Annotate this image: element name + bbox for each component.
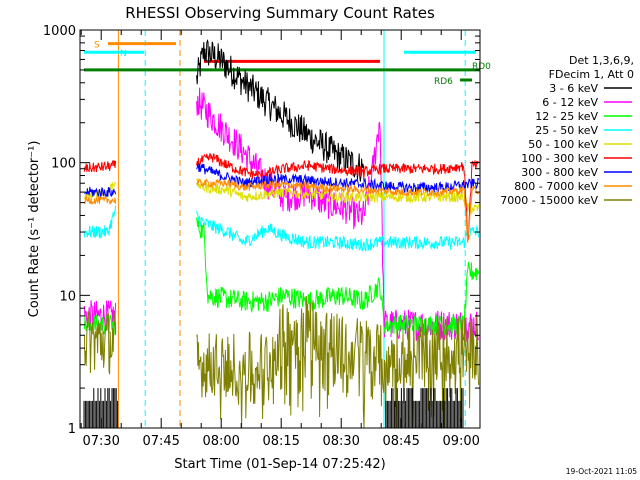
y-axis-label: Count Rate (s⁻¹ detector⁻¹) [27, 141, 42, 318]
x-tick-label-5: 08:45 [382, 434, 419, 449]
annotation-label-3: RD6 [434, 77, 453, 87]
series-line-0-late-counts [385, 388, 464, 428]
series-line-7 [83, 177, 480, 243]
series-line-0 [196, 39, 365, 182]
x-tick-label-6: 09:00 [442, 434, 479, 449]
x-tick-label-2: 08:00 [202, 434, 239, 449]
legend-label-1: 6 - 12 keV [542, 96, 598, 109]
legend-label-5: 100 - 300 keV [521, 152, 598, 165]
series-line-0-early-counts [83, 388, 119, 428]
y-tick-label-0: 1 [68, 422, 76, 437]
legend-label-0: 3 - 6 keV [549, 82, 598, 95]
annotation-label-0: S [94, 41, 100, 51]
annotation-label-2: RD0 [472, 62, 491, 72]
x-tick-label-1: 07:45 [142, 434, 179, 449]
x-tick-label-0: 07:30 [82, 434, 119, 449]
legend-label-8: 7000 - 15000 keV [500, 194, 598, 207]
legend-label-4: 50 - 100 keV [528, 138, 598, 151]
series-line-6 [84, 163, 480, 199]
legend-header-1: FDecim 1, Att 0 [549, 68, 634, 81]
chart-title: RHESSI Observing Summary Count Rates [125, 4, 435, 22]
x-tick-label-3: 08:15 [262, 434, 299, 449]
legend-label-6: 300 - 800 keV [521, 166, 598, 179]
legend-header-0: Det 1,3,6,9, [569, 54, 634, 67]
y-tick-label-3: 1000 [43, 24, 76, 39]
x-tick-label-4: 08:30 [322, 434, 359, 449]
y-tick-label-2: 100 [51, 157, 76, 172]
plot-frame [79, 29, 481, 429]
annotation-label-1: N [120, 49, 127, 59]
series-line-8 [83, 296, 480, 429]
x-axis-label: Start Time (01-Sep-14 07:25:42) [174, 457, 385, 472]
series-line-3 [83, 205, 480, 252]
series-line-5 [83, 153, 479, 242]
footer-date: 19-Oct-2021 11:05 [566, 467, 637, 476]
legend-label-3: 25 - 50 keV [535, 124, 598, 137]
legend-label-7: 800 - 7000 keV [514, 180, 598, 193]
y-tick-label-1: 10 [59, 289, 76, 304]
legend-label-2: 12 - 25 keV [535, 110, 598, 123]
